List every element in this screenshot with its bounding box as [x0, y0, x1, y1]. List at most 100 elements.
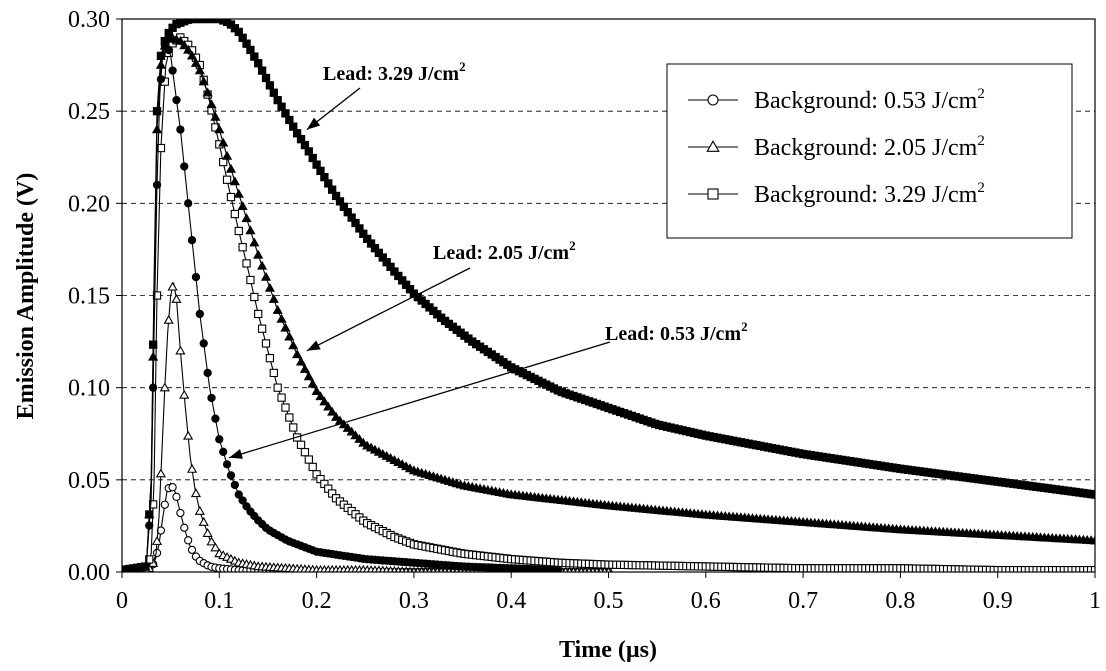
legend-box: [666, 63, 1073, 239]
data-point: [303, 371, 314, 381]
data-point: [172, 492, 181, 501]
data-point: [221, 150, 233, 160]
data-point: [218, 137, 229, 147]
data-point: [168, 66, 177, 75]
x-axis-title: Time (µs): [559, 637, 657, 663]
data-point: [186, 463, 198, 473]
data-point: [183, 44, 194, 54]
data-point: [327, 406, 338, 416]
data-point: [194, 505, 205, 515]
annotation-label: Lead: 3.29 J/cm2: [323, 59, 466, 85]
arrowhead: [306, 340, 321, 351]
data-point: [257, 324, 267, 333]
data-point: [194, 65, 205, 75]
series-4: [122, 32, 1095, 572]
annotation-arrow: [306, 267, 471, 352]
data-point: [285, 413, 294, 422]
data-point: [292, 349, 303, 359]
data-point: [260, 271, 272, 281]
data-point: [184, 199, 193, 208]
data-point: [342, 422, 353, 432]
data-point: [160, 500, 169, 509]
x-tick-label: 0.8: [885, 588, 915, 614]
data-point: [155, 59, 167, 69]
data-point: [350, 430, 361, 440]
data-point: [304, 455, 313, 464]
data-point: [280, 322, 291, 332]
data-point: [203, 368, 212, 378]
data-point: [152, 548, 162, 558]
annotation-arrow: [228, 341, 611, 459]
data-point: [553, 565, 563, 572]
data-point: [148, 340, 158, 349]
data-point: [242, 259, 251, 268]
data-point: [238, 496, 247, 505]
data-point: [155, 468, 167, 478]
legend: Background: 0.53 J/cm2 Background: 2.05 J…: [666, 63, 1073, 239]
legend-marker: [707, 94, 719, 106]
data-point: [145, 510, 154, 519]
data-point: [206, 99, 217, 109]
annotation-label: Lead: 2.05 J/cm2: [433, 238, 576, 264]
data-point: [184, 536, 193, 545]
data-point: [233, 188, 244, 198]
data-point: [183, 430, 194, 440]
data-point: [253, 249, 264, 259]
data-point: [264, 282, 275, 292]
data-point: [265, 81, 275, 90]
data-point: [300, 448, 310, 457]
data-point: [180, 523, 189, 532]
y-tick-label: 0.20: [68, 191, 110, 217]
data-point: [296, 440, 306, 449]
data-point: [199, 339, 208, 348]
data-point: [172, 95, 181, 105]
data-point: [190, 488, 202, 498]
y-tick-label: 0.30: [68, 7, 110, 33]
gridlines: [122, 110, 1095, 481]
data-point: [346, 426, 357, 436]
series-2: [122, 33, 1095, 572]
data-point: [163, 314, 174, 324]
data-point: [319, 396, 330, 406]
data-point: [226, 192, 236, 202]
data-point: [273, 383, 282, 392]
data-point: [241, 213, 252, 223]
data-point: [307, 378, 318, 388]
data-point: [176, 508, 185, 518]
data-point: [186, 50, 198, 60]
data-point: [152, 180, 162, 190]
data-point: [269, 88, 278, 97]
data-point: [214, 124, 225, 134]
x-tick-label: 0.1: [204, 588, 234, 614]
data-point: [190, 57, 202, 67]
data-point: [295, 356, 307, 366]
data-point: [261, 73, 271, 83]
data-point: [175, 35, 186, 45]
data-point: [210, 542, 221, 552]
data-point: [254, 59, 263, 68]
data-point: [168, 483, 177, 492]
data-point: [277, 393, 286, 402]
x-tick-label: 1: [1089, 588, 1101, 614]
data-point: [191, 272, 201, 282]
legend-marker: [707, 188, 719, 200]
data-point: [284, 331, 295, 341]
data-point: [175, 345, 186, 355]
data-point: [187, 236, 197, 245]
annotations: Lead: 3.29 J/cm2 Lead: 2.05 J/cm2 Lead: 0.…: [228, 59, 748, 459]
data-point: [156, 51, 166, 61]
x-tick-label: 0.4: [496, 588, 526, 614]
data-point: [257, 260, 268, 270]
data-point: [245, 225, 256, 235]
x-tick-label: 0.9: [983, 588, 1013, 614]
data-point: [156, 526, 166, 535]
data-point: [159, 382, 170, 392]
legend-label: Background: 0.53 J/cm2: [754, 86, 985, 114]
data-point: [265, 354, 275, 363]
data-point: [226, 471, 236, 480]
data-point: [249, 237, 260, 247]
data-point: [276, 313, 287, 323]
data-point: [230, 209, 240, 219]
series-5: [122, 19, 1095, 572]
